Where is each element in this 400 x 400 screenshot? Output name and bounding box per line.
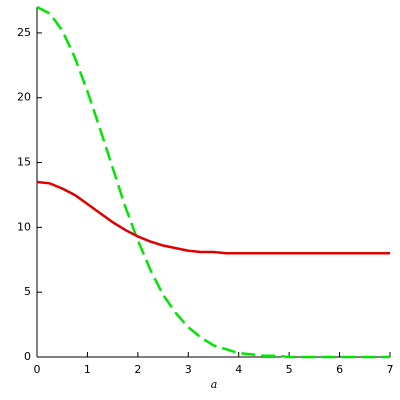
- y-tick-label: 10: [17, 220, 31, 233]
- y-tick-label: 0: [24, 350, 31, 363]
- x-tick-label: 0: [34, 363, 41, 376]
- x-tick-label: 5: [286, 363, 293, 376]
- y-tick-label: 25: [17, 26, 31, 39]
- x-tick-label: 4: [235, 363, 242, 376]
- x-tick-label: 7: [387, 363, 394, 376]
- x-tick-label: 6: [336, 363, 343, 376]
- line-series: [36, 5, 390, 359]
- line-series: [36, 180, 390, 255]
- y-tick-label: 15: [17, 156, 31, 169]
- x-tick-label: 2: [134, 363, 141, 376]
- x-axis-label: a: [211, 378, 218, 391]
- y-tick-label: 20: [17, 91, 31, 104]
- x-tick-label: 1: [84, 363, 91, 376]
- y-tick-label: 5: [24, 285, 31, 298]
- x-tick-label: 3: [185, 363, 192, 376]
